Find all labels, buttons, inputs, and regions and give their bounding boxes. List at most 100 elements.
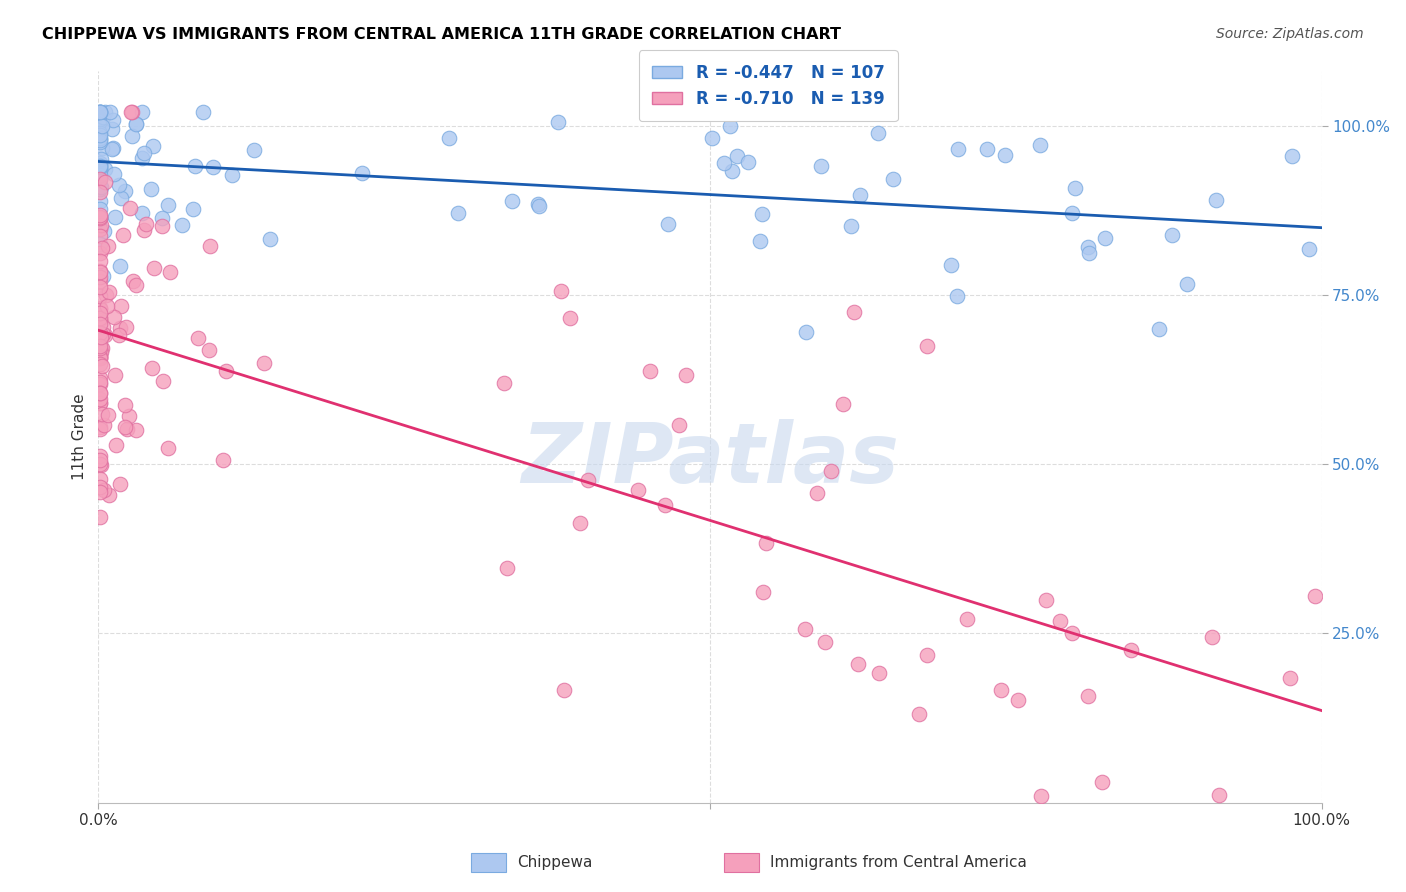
Point <box>839 219 862 234</box>
Point <box>1029 137 1052 152</box>
Point <box>131 151 153 165</box>
Point <box>96 299 118 313</box>
Point <box>1208 788 1230 802</box>
Point <box>89 221 111 235</box>
Point <box>89 133 111 147</box>
Point <box>89 480 111 494</box>
Point <box>1064 181 1087 195</box>
Point <box>89 168 111 182</box>
Point <box>89 208 111 222</box>
Point <box>114 184 136 198</box>
Point <box>1078 245 1101 260</box>
Point <box>191 105 214 120</box>
Point <box>187 331 209 345</box>
Point <box>114 398 136 412</box>
Point <box>89 371 111 385</box>
Point <box>1303 590 1326 604</box>
Point <box>91 110 114 124</box>
Point <box>104 210 127 224</box>
Point <box>89 270 111 285</box>
Point <box>91 359 114 374</box>
Point <box>1007 693 1029 707</box>
Point <box>675 368 697 383</box>
Point <box>946 142 969 156</box>
Point <box>89 452 111 467</box>
Point <box>143 261 166 276</box>
Point <box>89 185 111 199</box>
Point <box>89 339 111 353</box>
Point <box>755 535 778 549</box>
Point <box>198 238 221 252</box>
Point <box>150 211 173 225</box>
Point <box>748 234 770 248</box>
Point <box>103 167 125 181</box>
Point <box>120 105 142 120</box>
Point <box>89 105 111 120</box>
Point <box>89 105 111 120</box>
Point <box>121 105 143 120</box>
Point <box>89 182 111 196</box>
Point <box>89 509 111 524</box>
Point <box>89 211 111 225</box>
Point <box>110 191 132 205</box>
Point <box>89 202 111 216</box>
Point <box>124 423 146 437</box>
Point <box>125 117 148 131</box>
Point <box>946 289 969 303</box>
Point <box>501 194 523 208</box>
Point <box>668 417 690 432</box>
Point <box>849 187 872 202</box>
Point <box>97 285 120 299</box>
Point <box>108 476 131 491</box>
Point <box>89 306 111 320</box>
Point <box>751 207 773 221</box>
Point <box>89 161 111 176</box>
Point <box>89 136 111 150</box>
Point <box>110 260 132 274</box>
Point <box>657 217 679 231</box>
Point <box>112 228 135 243</box>
Point <box>1077 239 1099 253</box>
Point <box>89 350 111 364</box>
Point <box>496 561 519 575</box>
Point <box>1091 774 1114 789</box>
Point <box>91 269 114 284</box>
Point <box>1035 593 1057 607</box>
Point <box>156 198 179 212</box>
Point <box>89 210 111 224</box>
Point <box>627 483 650 497</box>
Point <box>115 421 138 435</box>
Point <box>90 330 112 344</box>
Point <box>1160 227 1182 242</box>
Point <box>89 457 111 471</box>
Point <box>101 113 124 128</box>
Point <box>89 105 111 120</box>
Point <box>1281 149 1303 163</box>
Point <box>90 458 112 472</box>
Point <box>89 229 111 244</box>
Point <box>90 180 112 194</box>
Point <box>1049 614 1071 628</box>
Point <box>89 449 111 463</box>
Point <box>94 162 117 177</box>
Point <box>89 128 111 142</box>
Point <box>1060 206 1083 220</box>
Point <box>259 232 281 246</box>
Point <box>89 131 111 145</box>
Point <box>89 264 111 278</box>
Point <box>89 349 111 363</box>
Point <box>89 289 111 303</box>
Point <box>89 118 111 132</box>
Point <box>794 622 817 636</box>
Point <box>104 368 127 383</box>
Point <box>93 327 115 342</box>
Point <box>976 142 998 156</box>
Point <box>89 171 111 186</box>
Point <box>89 178 111 193</box>
Point <box>89 485 111 500</box>
Point <box>1060 626 1083 640</box>
Point <box>990 682 1012 697</box>
Point <box>103 310 125 324</box>
Point <box>131 105 153 120</box>
Point <box>89 162 111 177</box>
